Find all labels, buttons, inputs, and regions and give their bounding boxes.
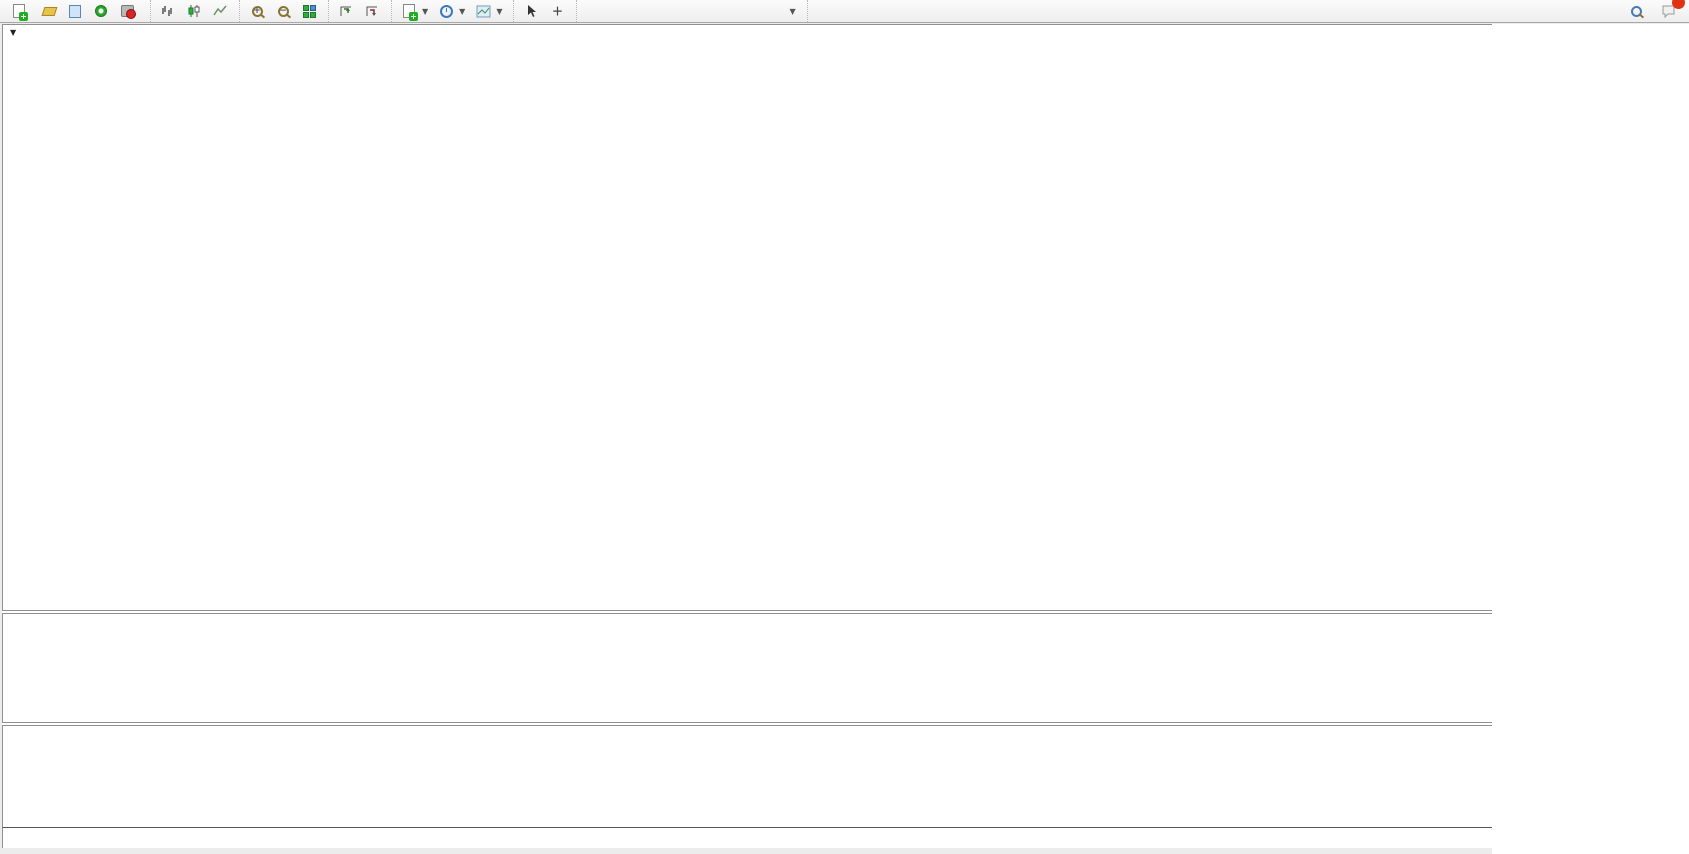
autotrading-button[interactable] [114, 0, 144, 22]
trendline-icon [638, 3, 654, 19]
chevron-down-icon: ▼ [496, 6, 503, 16]
shapes-icon [768, 3, 784, 19]
fibonacci-icon [690, 3, 706, 19]
notification-badge [1672, 0, 1685, 9]
panel-separator[interactable] [2, 610, 1492, 614]
arrange-up-icon [338, 3, 354, 19]
hline-tool-button[interactable] [607, 0, 633, 22]
panel-separator[interactable] [2, 722, 1492, 726]
candle-chart-button[interactable] [181, 0, 207, 22]
price-panel[interactable] [2, 24, 1492, 610]
news-button[interactable] [88, 0, 114, 22]
chevron-down-icon: ▼ [459, 6, 466, 16]
tile-windows-icon [301, 3, 317, 19]
channel-tool-button[interactable] [659, 0, 685, 22]
price-axis [1492, 24, 1689, 854]
highlight-button[interactable] [36, 0, 62, 22]
equidistant-channel-icon [664, 3, 680, 19]
zoom-in-icon: + [251, 5, 263, 17]
period-dropdown[interactable]: ▼ [433, 0, 470, 22]
search-icon [1628, 3, 1644, 19]
shapes-dropdown[interactable]: ▼ [763, 0, 800, 22]
crosshair-icon: ＋ [551, 4, 563, 18]
bar-chart-button[interactable] [155, 0, 181, 22]
macd-panel[interactable] [2, 614, 1492, 722]
tile-windows-button[interactable] [296, 0, 322, 22]
vline-tool-button[interactable] [581, 0, 607, 22]
template-icon [475, 3, 491, 19]
cursor-tool-button[interactable] [518, 0, 544, 22]
new-order-icon: + [11, 3, 28, 21]
chevron-down-icon: ▼ [10, 28, 17, 37]
text-tool-button[interactable] [711, 0, 737, 22]
bar-chart-icon [160, 3, 176, 19]
cursor-icon [523, 3, 539, 19]
new-chart-icon: + [401, 3, 418, 21]
line-chart-icon [212, 3, 228, 19]
candle-chart-icon [186, 3, 202, 19]
zoom-in-button[interactable]: + [244, 0, 270, 22]
arrange-down-icon [364, 3, 380, 19]
toolbar: + + − + ▼ ▼ ▼ ＋ [0, 0, 1689, 23]
marker-icon [41, 3, 57, 19]
chart-window[interactable]: ▼ [2, 24, 1492, 854]
chart-title: ▼ [10, 28, 28, 37]
new-order-button[interactable]: + [6, 0, 36, 22]
chevron-down-icon: ▼ [422, 6, 429, 16]
rsi-panel[interactable] [2, 726, 1492, 827]
trendline-tool-button[interactable] [633, 0, 659, 22]
search-button[interactable] [1623, 0, 1649, 22]
crosshair-tool-button[interactable]: ＋ [544, 0, 570, 22]
horizontal-line-icon [612, 3, 628, 19]
timeframe-group [806, 0, 816, 22]
templates-dropdown[interactable]: ▼ [470, 0, 507, 22]
zoom-out-button[interactable]: − [270, 0, 296, 22]
vertical-line-icon [586, 3, 602, 19]
metaeditor-button[interactable] [62, 0, 88, 22]
line-chart-button[interactable] [207, 0, 233, 22]
autotrading-icon [119, 3, 136, 19]
text-icon [716, 3, 732, 19]
zoom-out-icon: − [277, 5, 289, 17]
new-chart-dropdown[interactable]: + ▼ [396, 0, 433, 22]
chevron-down-icon: ▼ [789, 6, 796, 16]
time-axis [2, 827, 1492, 848]
clock-icon [438, 3, 454, 19]
dock-button[interactable] [359, 0, 385, 22]
label-tool-button[interactable] [737, 0, 763, 22]
metaeditor-icon [67, 3, 83, 19]
fibonacci-tool-button[interactable] [685, 0, 711, 22]
broadcast-icon [93, 3, 109, 19]
auto-arrange-button[interactable] [333, 0, 359, 22]
notifications-button[interactable] [1655, 0, 1685, 22]
text-label-icon [742, 3, 758, 19]
